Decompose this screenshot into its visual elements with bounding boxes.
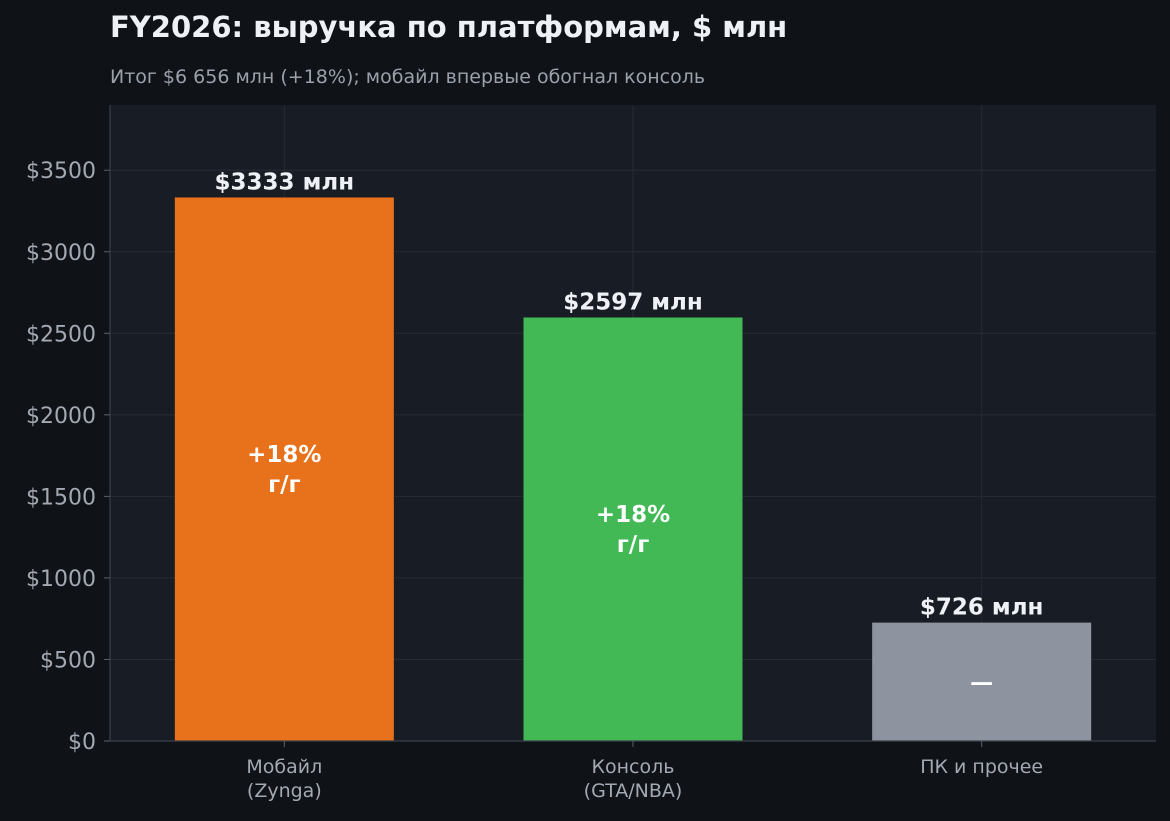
bar — [174, 197, 394, 742]
y-tick-label: $0 — [68, 730, 96, 755]
data-label: $2597 млн — [563, 289, 703, 315]
y-tick-label: $1000 — [26, 567, 96, 592]
y-tick-label: $500 — [40, 648, 96, 673]
y-tick-label: $2500 — [26, 322, 96, 347]
y-tick-label: $3500 — [26, 159, 96, 184]
bar — [872, 622, 1092, 741]
y-tick-label: $2000 — [26, 404, 96, 429]
bar-inner-label: — — [970, 670, 993, 696]
x-tick-label: ПК и прочее — [920, 756, 1043, 778]
bar-inner-label: +18% г/г — [247, 442, 321, 498]
chart-title: FY2026: выручка по платформам, $ млн — [110, 10, 788, 44]
bar-inner-label: +18% г/г — [596, 502, 670, 558]
y-tick-label: $3000 — [26, 241, 96, 266]
x-tick-label: Мобайл (Zynga) — [246, 756, 322, 802]
x-tick-label: Консоль (GTA/NBA) — [584, 756, 683, 802]
data-label: $3333 млн — [215, 169, 355, 195]
y-tick-label: $1500 — [26, 485, 96, 510]
data-label: $726 млн — [920, 595, 1044, 621]
bar — [523, 317, 743, 741]
chart-subtitle: Итог $6 656 млн (+18%); мобайл впервые о… — [110, 66, 706, 88]
